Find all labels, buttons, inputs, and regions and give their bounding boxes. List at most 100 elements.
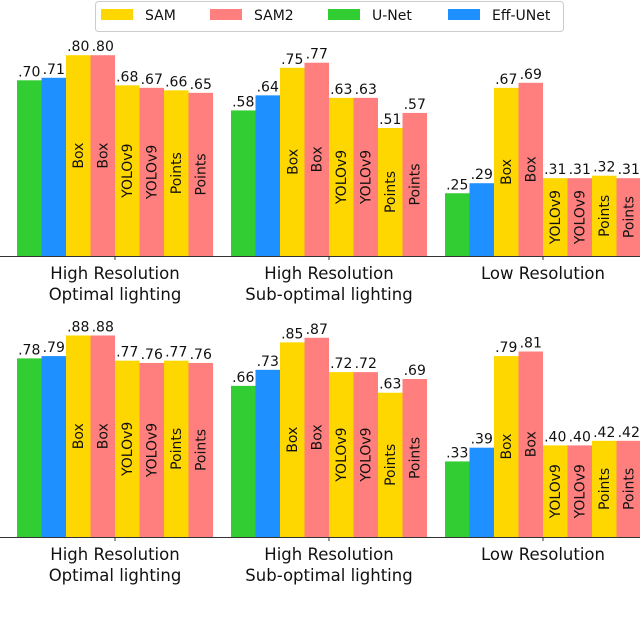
bar-prompt-label: Points: [408, 437, 424, 479]
value-label: .42: [618, 425, 640, 441]
bar-prompt-label: YOLOv9: [359, 427, 375, 482]
bar-eff-unet: [256, 370, 281, 537]
bar-prompt-label: Points: [622, 468, 638, 510]
bar-prompt-label: Box: [524, 156, 540, 182]
value-label: .66: [165, 74, 187, 90]
bar-u-net: [231, 110, 256, 256]
legend-label: U-Net: [372, 8, 412, 24]
value-label: .88: [67, 319, 89, 335]
bar-prompt-label: Box: [96, 143, 112, 169]
value-label: .57: [404, 97, 426, 113]
x-tick-label: Sub-optimal lighting: [245, 285, 412, 304]
value-label: .80: [67, 39, 89, 55]
bar-prompt-label: YOLOv9: [145, 423, 161, 478]
value-label: .25: [446, 177, 468, 193]
bar-prompt-label: YOLOv9: [334, 150, 350, 205]
bar-prompt-label: Box: [285, 149, 301, 175]
legend-label: SAM: [145, 8, 176, 24]
bar-prompt-label: YOLOv9: [334, 427, 350, 482]
value-label: .63: [379, 377, 401, 393]
x-tick-label: Sub-optimal lighting: [245, 566, 412, 585]
bar-prompt-label: Box: [499, 159, 515, 185]
bar-prompt-label: Box: [285, 427, 301, 453]
value-label: .51: [379, 112, 401, 128]
bar-prompt-label: Points: [194, 153, 210, 195]
x-tick-label: Optimal lighting: [49, 285, 182, 304]
value-label: .78: [18, 342, 40, 358]
bar-eff-unet: [470, 183, 495, 256]
value-label: .32: [593, 160, 615, 176]
x-tick-label: Optimal lighting: [49, 566, 182, 585]
legend-swatch: [328, 9, 360, 20]
bar-prompt-label: Box: [524, 431, 540, 457]
value-label: .81: [520, 336, 542, 352]
bar-eff-unet: [470, 448, 495, 537]
bar-prompt-label: YOLOv9: [120, 143, 136, 198]
bar-prompt-label: Box: [71, 143, 87, 169]
value-label: .77: [165, 345, 187, 361]
value-label: .73: [257, 354, 279, 370]
value-label: .79: [43, 340, 65, 356]
bar-prompt-label: YOLOv9: [573, 190, 589, 245]
value-label: .85: [281, 326, 303, 342]
panels: .70.71.80Box.80Box.68YOLOv9.67YOLOv9.66P…: [0, 39, 640, 585]
value-label: .63: [330, 82, 352, 98]
value-label: .71: [43, 62, 65, 78]
value-label: .33: [446, 445, 468, 461]
legend: SAM SAM2 U-Net Eff-UNet: [96, 2, 564, 32]
bar-prompt-label: Points: [383, 171, 399, 213]
bar-prompt-label: Box: [71, 423, 87, 449]
bar-eff-unet: [42, 78, 67, 256]
panel-2: .78.79.88Box.88Box.77YOLOv9.76YOLOv9.77P…: [0, 319, 640, 585]
value-label: .88: [92, 319, 114, 335]
value-label: .76: [190, 347, 212, 363]
value-label: .64: [257, 79, 279, 95]
bar-prompt-label: Points: [597, 195, 613, 237]
value-label: .67: [495, 72, 517, 88]
value-label: .72: [355, 356, 377, 372]
value-label: .42: [593, 425, 615, 441]
bar-u-net: [445, 193, 470, 256]
bar-prompt-label: Box: [310, 424, 326, 450]
value-label: .40: [569, 429, 591, 445]
legend-label: Eff-UNet: [492, 8, 551, 24]
value-label: .70: [18, 64, 40, 80]
panel-1: .70.71.80Box.80Box.68YOLOv9.67YOLOv9.66P…: [0, 39, 640, 304]
bar-prompt-label: YOLOv9: [548, 464, 564, 519]
value-label: .66: [232, 370, 254, 386]
value-label: .77: [116, 345, 138, 361]
bar-prompt-label: Points: [383, 444, 399, 486]
bar-u-net: [445, 461, 470, 537]
x-tick-label: Low Resolution: [481, 264, 605, 283]
bar-prompt-label: YOLOv9: [359, 150, 375, 205]
value-label: .80: [92, 39, 114, 55]
bar-prompt-label: Box: [499, 434, 515, 460]
value-label: .68: [116, 69, 138, 85]
bar-u-net: [17, 358, 42, 537]
x-tick-label: High Resolution: [264, 264, 393, 283]
x-tick-label: High Resolution: [50, 264, 179, 283]
x-tick-label: Low Resolution: [481, 545, 605, 564]
bar-prompt-label: Points: [169, 428, 185, 470]
bar-prompt-label: YOLOv9: [145, 145, 161, 200]
bar-prompt-label: Points: [194, 429, 210, 471]
legend-swatch: [448, 9, 480, 20]
value-label: .75: [281, 52, 303, 68]
x-tick-label: High Resolution: [264, 545, 393, 564]
value-label: .69: [520, 67, 542, 83]
value-label: .31: [569, 162, 591, 178]
value-label: .76: [141, 347, 163, 363]
x-tick-label: High Resolution: [50, 545, 179, 564]
legend-swatch: [210, 9, 242, 20]
legend-swatch: [101, 9, 133, 20]
value-label: .79: [495, 340, 517, 356]
bar-eff-unet: [42, 356, 67, 537]
value-label: .69: [404, 363, 426, 379]
legend-label: SAM2: [254, 8, 294, 24]
value-label: .31: [618, 162, 640, 178]
value-label: .77: [306, 47, 328, 63]
value-label: .40: [544, 429, 566, 445]
bar-prompt-label: Points: [622, 196, 638, 238]
bar-prompt-label: YOLOv9: [120, 422, 136, 477]
